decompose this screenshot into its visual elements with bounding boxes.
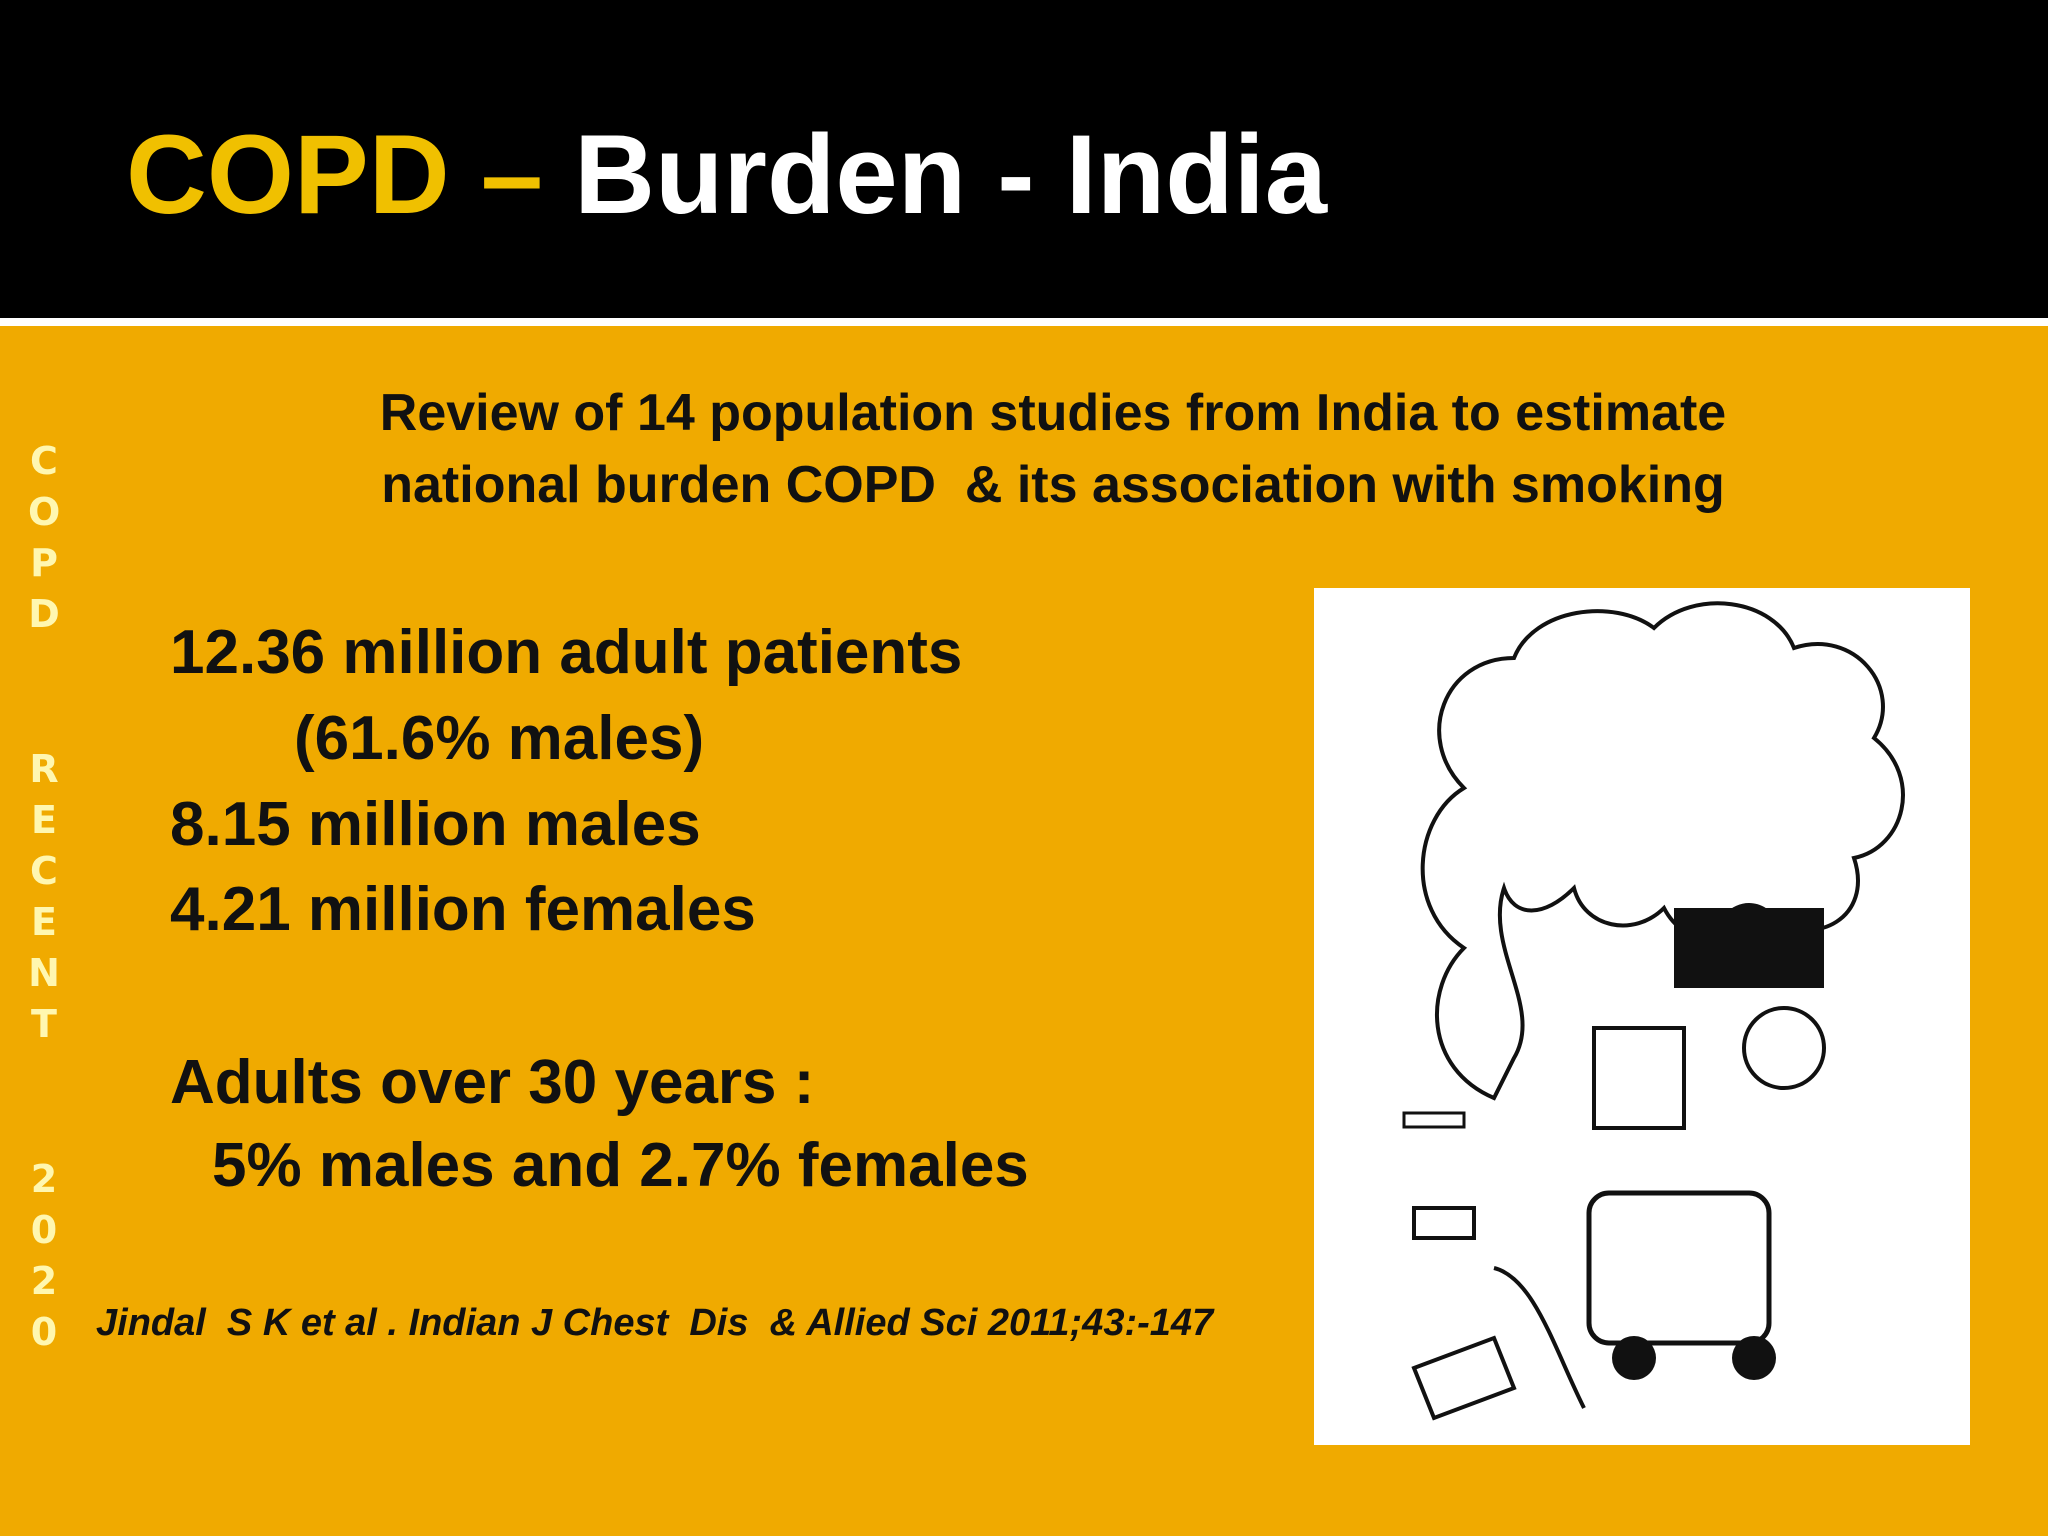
title-rest: Burden - India <box>574 112 1328 237</box>
stat-line: 4.21 million females <box>170 875 756 944</box>
stat-line: Adults over 30 years : <box>170 1048 815 1117</box>
title: COPD – Burden - India <box>126 110 1327 239</box>
citation: Jindal S K et al . Indian J Chest Dis & … <box>96 1302 1214 1344</box>
stat-line: 5% males and 2.7% females <box>212 1131 1029 1200</box>
header-rule <box>0 318 2048 326</box>
header-bar <box>0 0 2048 318</box>
side-word: 2020 <box>30 1157 58 1354</box>
stat-line: 12.36 million adult patients <box>170 618 963 687</box>
side-word: RECENT <box>28 747 60 1046</box>
intro-line: Review of 14 population studies from Ind… <box>379 384 1727 442</box>
title-accent: COPD – <box>126 112 543 237</box>
stat-line: 8.15 million males <box>170 790 701 859</box>
intro-line: national burden COPD & its association w… <box>381 456 1725 514</box>
illustration <box>1314 588 1970 1445</box>
stat-line: (61.6% males) <box>294 704 705 773</box>
side-word: COPD <box>28 439 61 636</box>
